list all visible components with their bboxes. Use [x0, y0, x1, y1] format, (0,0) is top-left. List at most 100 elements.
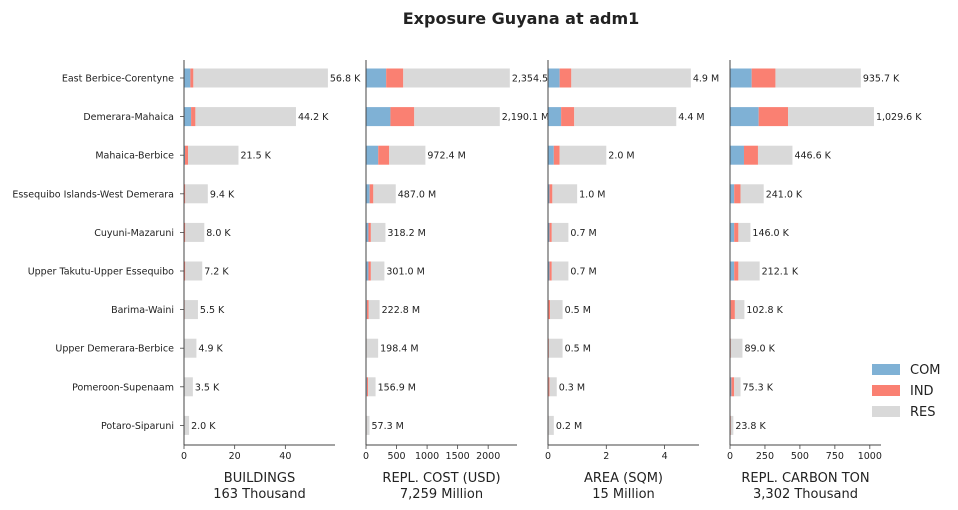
bar-res	[370, 222, 386, 242]
bar-ind	[734, 261, 739, 281]
total-label: 4.4 M	[678, 112, 704, 123]
bar-res	[740, 184, 764, 204]
total-label: 0.7 M	[570, 228, 596, 239]
bar-res	[188, 145, 239, 165]
bar-res	[368, 300, 380, 320]
bar-com	[730, 107, 759, 127]
bar-ind	[366, 300, 369, 320]
total-label: 0.5 M	[565, 344, 591, 355]
bar-ind	[549, 222, 552, 242]
bar-ind	[368, 261, 371, 281]
x-tick-label: 500	[791, 451, 809, 462]
bar-res	[571, 68, 691, 88]
bar-ind	[549, 184, 553, 204]
bar-res	[370, 261, 385, 281]
bar-res	[775, 68, 861, 88]
bar-com	[366, 184, 370, 204]
bar-res	[184, 338, 197, 358]
bar-ind	[734, 222, 739, 242]
total-label: 972.4 M	[427, 151, 465, 162]
bar-com	[366, 68, 387, 88]
bar-ind	[559, 68, 572, 88]
bar-com	[366, 145, 379, 165]
bar-ind	[185, 145, 189, 165]
total-label: 2,190.1 M	[502, 112, 549, 123]
total-label: 198.4 M	[380, 344, 418, 355]
bar-ind	[184, 261, 186, 281]
total-label: 75.3 K	[743, 382, 774, 393]
panel-4: 935.7 K 1,029.6 K 446.6 K 241.0 K 146.0 K 212…	[727, 60, 922, 502]
x-tick-label: 0	[363, 451, 369, 462]
bar-com	[730, 261, 735, 281]
bar-res	[368, 377, 376, 397]
bar-res	[559, 145, 607, 165]
x-tick-label: 250	[756, 451, 774, 462]
bar-com	[548, 222, 550, 242]
bar-res	[551, 261, 569, 281]
bar-res	[734, 377, 741, 397]
bar-res	[549, 377, 557, 397]
x-tick-label: 4	[662, 451, 668, 462]
x-axis-label: REPL. COST (USD)	[382, 471, 500, 486]
total-label: 146.0 K	[752, 228, 789, 239]
bar-res	[730, 338, 743, 358]
bar-res	[193, 68, 328, 88]
x-tick-label: 750	[826, 451, 844, 462]
bar-com	[366, 261, 369, 281]
legend-swatch-res	[872, 406, 900, 417]
x-tick-label: 40	[279, 451, 291, 462]
region-label: Barima-Waini	[111, 305, 174, 316]
bar-res	[548, 415, 554, 435]
bar-com	[548, 184, 550, 204]
region-label: Demerara-Mahaica	[83, 112, 174, 123]
region-labels: East Berbice-Corentyne Demerara-Mahaica Ma…	[12, 74, 184, 432]
region-label: Upper Demerara-Berbice	[55, 344, 174, 355]
total-label: 2.0 M	[608, 151, 634, 162]
bar-res	[184, 300, 198, 320]
total-label: 446.6 K	[794, 151, 831, 162]
total-label: 8.0 K	[206, 228, 231, 239]
total-label: 4.9 K	[198, 344, 223, 355]
total-label: 1.0 M	[579, 189, 605, 200]
bar-ind	[751, 68, 776, 88]
bar-com	[548, 261, 550, 281]
x-tick-label: 500	[387, 451, 405, 462]
bar-ind	[386, 68, 404, 88]
bar-res	[552, 184, 578, 204]
total-label: 0.2 M	[556, 421, 582, 432]
chart-panels: 56.8 K 44.2 K 21.5 K 9.4 K 8.0 K 7.2 K 5.5 K 4.…	[181, 60, 922, 502]
figure-title: Exposure Guyana at adm1	[403, 9, 640, 28]
bar-res	[757, 145, 793, 165]
bar-ind	[390, 107, 415, 127]
bar-res	[184, 415, 190, 435]
legend-label: RES	[910, 405, 936, 420]
bar-res	[185, 222, 205, 242]
panel-1: 56.8 K 44.2 K 21.5 K 9.4 K 8.0 K 7.2 K 5.5 K 4.…	[181, 60, 361, 502]
legend-label: IND	[910, 384, 934, 399]
total-label: 89.0 K	[744, 344, 775, 355]
total-label: 21.5 K	[240, 151, 271, 162]
total-label: 2,354.5	[512, 74, 548, 85]
bar-res	[738, 222, 751, 242]
bar-res	[551, 222, 569, 242]
bar-res	[195, 107, 296, 127]
bar-res	[185, 184, 208, 204]
bar-res	[574, 107, 677, 127]
x-tick-label: 0	[545, 451, 551, 462]
bar-ind	[184, 184, 186, 204]
bar-com	[366, 222, 369, 242]
bar-ind	[734, 184, 741, 204]
bar-com	[184, 107, 192, 127]
bar-res	[366, 338, 379, 358]
bar-com	[730, 145, 744, 165]
bar-ind	[561, 107, 575, 127]
total-label: 212.1 K	[762, 267, 799, 278]
bar-com	[366, 107, 391, 127]
total-label: 23.8 K	[735, 421, 766, 432]
bar-res	[403, 68, 510, 88]
total-label: 487.0 M	[398, 189, 436, 200]
region-label: Essequibo Islands-West Demerara	[12, 189, 174, 200]
bar-com	[730, 68, 752, 88]
panel-2: 2,354.5 2,190.1 M 972.4 M 487.0 M 318.2 M 301…	[363, 60, 549, 502]
